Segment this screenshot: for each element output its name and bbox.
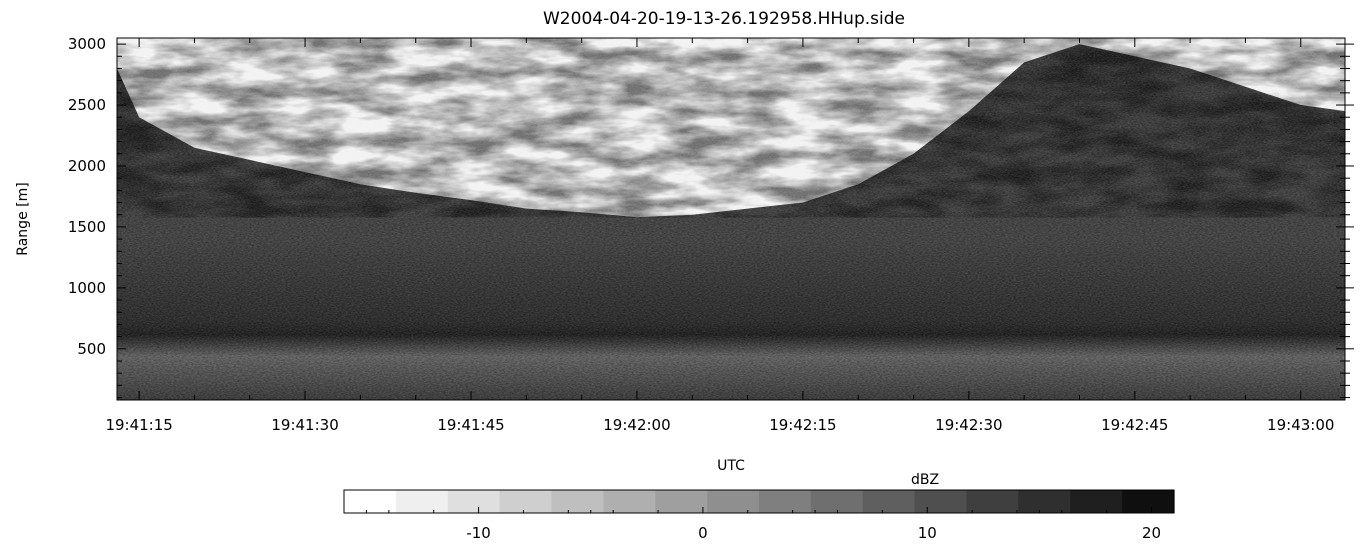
plot-frame (116, 37, 1346, 401)
y-tick-label: 2500 (68, 96, 106, 114)
colorbar-tick-label: -10 (466, 524, 491, 542)
colorbar-level (862, 490, 916, 513)
colorbar-level (551, 490, 604, 513)
x-tick-label: 19:42:15 (769, 416, 836, 434)
x-axis: 19:41:15 19:41:30 19:41:45 19:42:00 19:42:15… (105, 38, 1334, 434)
y-tick-label: 1500 (68, 218, 106, 236)
colorbar-level (966, 490, 1019, 513)
colorbar-level (1018, 490, 1071, 513)
colorbar-tick-label: 10 (918, 524, 937, 542)
y-axis-label: Range [m] (15, 182, 31, 255)
colorbar-level (707, 490, 760, 513)
y-tick-label: 500 (77, 340, 106, 358)
colorbar-level (603, 490, 656, 513)
colorbar-level (447, 490, 501, 513)
colorbar-level (810, 490, 864, 513)
y-axis: 500 1000 1500 2000 2500 3000 (68, 35, 1354, 399)
colorbar-level (914, 490, 968, 513)
colorbar-level (395, 490, 449, 513)
x-tick-label: 19:41:15 (105, 416, 172, 434)
colorbar-level (1122, 490, 1175, 513)
y-tick-label: 3000 (68, 35, 106, 53)
colorbar-tick-label: 20 (1142, 524, 1161, 542)
x-tick-label: 19:41:45 (437, 416, 504, 434)
colorbar: -10 0 10 20 (343, 489, 1175, 542)
x-tick-label: 19:42:00 (603, 416, 670, 434)
x-tick-label: 19:42:30 (935, 416, 1002, 434)
colorbar-level (655, 490, 708, 513)
x-tick-label: 19:41:30 (271, 416, 338, 434)
x-axis-label: UTC (717, 458, 745, 474)
y-tick-label: 1000 (68, 279, 106, 297)
chart-title: W2004-04-20-19-13-26.192958.HHup.side (543, 9, 905, 29)
colorbar-level (1070, 490, 1123, 513)
x-tick-label: 19:42:45 (1101, 416, 1168, 434)
colorbar-level (499, 490, 553, 513)
radar-image (117, 38, 1345, 400)
image-speckle (117, 38, 1345, 400)
colorbar-tick-label: 0 (698, 524, 708, 542)
colorbar-level (759, 490, 812, 513)
y-tick-label: 2000 (68, 157, 106, 175)
colorbar-title: dBZ (911, 472, 939, 488)
x-tick-label: 19:43:00 (1267, 416, 1334, 434)
colorbar-frame (343, 489, 1175, 514)
colorbar-level (344, 490, 397, 513)
